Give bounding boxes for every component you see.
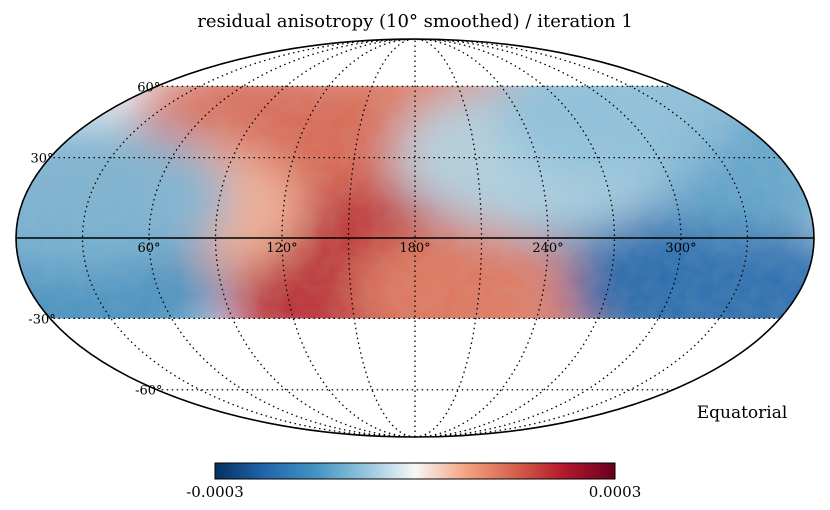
- chart-title: residual anisotropy (10° smoothed) / ite…: [197, 11, 633, 32]
- latitude-tick-label: -30°: [28, 312, 55, 327]
- meridian-line: [414, 39, 616, 437]
- graticule: [50, 39, 780, 437]
- latitude-tick-label: 60°: [137, 80, 160, 95]
- latitude-tick-label: 30°: [31, 152, 54, 167]
- colorbar-min-label: -0.0003: [186, 483, 244, 501]
- longitude-tick-label: 120°: [266, 241, 297, 256]
- longitude-labels: 300° 240° 180° 120° 60°: [137, 241, 696, 256]
- longitude-tick-label: 180°: [399, 241, 430, 256]
- colorbar: [214, 462, 616, 480]
- latitude-tick-label: -60°: [135, 384, 162, 399]
- meridian-line: [214, 39, 416, 437]
- longitude-tick-label: 240°: [532, 241, 563, 256]
- longitude-tick-label: 60°: [137, 241, 160, 256]
- latitude-labels: 60° 30° -30° -60°: [28, 80, 162, 398]
- coordinate-system-label: Equatorial: [697, 403, 788, 423]
- meridian-line: [414, 39, 749, 437]
- meridian-line: [81, 39, 416, 437]
- longitude-tick-label: 300°: [665, 241, 696, 256]
- colorbar-max-label: 0.0003: [589, 483, 642, 501]
